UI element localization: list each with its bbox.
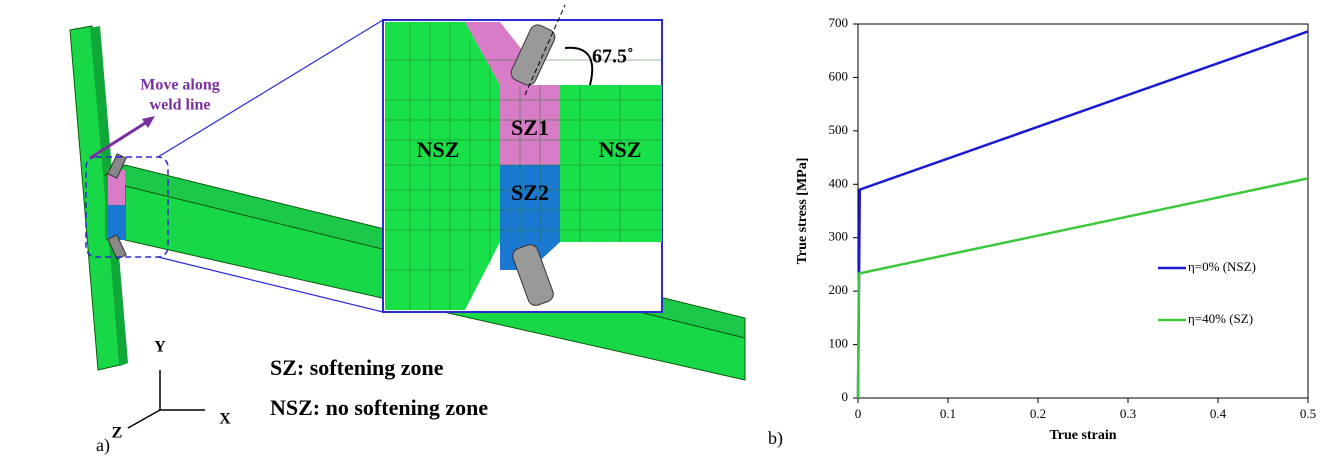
zone-label: NSZ (417, 137, 460, 162)
series-line (858, 178, 1308, 398)
axis-letter: X (219, 411, 231, 428)
panel-label: a) (96, 435, 110, 456)
zone-label: SZ1 (511, 115, 549, 140)
legend-label: η=40% (SZ) (1188, 311, 1253, 326)
note: SZ: softening zone (270, 355, 444, 380)
y-tick-label: 500 (829, 122, 849, 137)
legend-label: η=0% (NSZ) (1188, 259, 1256, 274)
zone-label: NSZ (599, 137, 642, 162)
y-tick-label: 400 (829, 175, 849, 190)
x-tick-label: 0.4 (1210, 406, 1227, 421)
coordinate-axes (128, 370, 205, 428)
series-line (858, 31, 1308, 398)
y-tick-label: 700 (829, 15, 849, 30)
y-tick-label: 300 (829, 229, 849, 244)
y-tick-label: 600 (829, 68, 849, 83)
zone-label: SZ2 (511, 180, 549, 205)
axis-letter: Z (112, 425, 123, 442)
move-arrowhead (142, 116, 155, 128)
axis-letter: Y (154, 339, 166, 356)
move-label: weld line (150, 97, 211, 114)
plot-frame (858, 24, 1308, 398)
y-tick-label: 200 (829, 282, 849, 297)
x-tick-label: 0.1 (940, 406, 956, 421)
panel-label: b) (768, 428, 783, 449)
y-tick-label: 100 (829, 336, 849, 351)
y-axis-label: True stress [MPa] (795, 158, 810, 265)
note: NSZ: no softening zone (270, 395, 488, 420)
x-tick-label: 0.3 (1120, 406, 1136, 421)
figure: a) Move along weld line 67.5˚ NSZ SZ1 SZ… (0, 0, 1331, 459)
x-tick-label: 0.2 (1030, 406, 1046, 421)
move-label: Move along (140, 77, 220, 94)
y-tick-label: 0 (842, 389, 849, 404)
angle-label: 67.5˚ (592, 46, 634, 68)
stress-strain-chart: 0 100 200 300 400 500 600 700 0 0.1 0.2 0.3 0.4 0.5 Tr… (795, 15, 1316, 443)
x-tick-label: 0.5 (1300, 406, 1316, 421)
x-axis-label: True strain (1049, 428, 1116, 443)
x-tick-label: 0 (855, 406, 862, 421)
